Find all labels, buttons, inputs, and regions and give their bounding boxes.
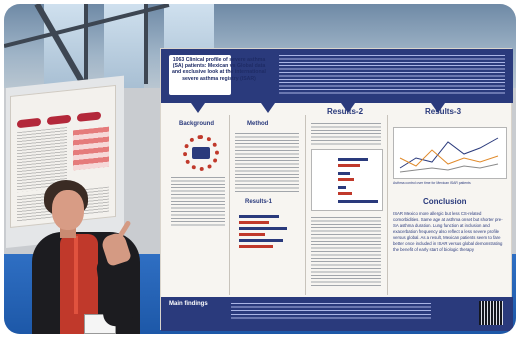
results-1-bar <box>239 227 287 230</box>
results-1-bar <box>239 233 265 236</box>
poster-header: 1063 Clinical profile of severe asthma (… <box>161 49 513 103</box>
conclusion-text: ISAR Mexico more allergic but less CS-re… <box>393 211 503 252</box>
section-results-2-heading: Results-2 <box>327 107 364 116</box>
section-results-1-heading: Results-1 <box>245 199 273 205</box>
results-1-bar <box>239 245 273 248</box>
results-1-bar <box>239 215 279 218</box>
poster-title-box <box>169 55 231 95</box>
results-3-series-line <box>399 137 499 169</box>
ceiling-beam <box>84 4 88 94</box>
background-figure-ring <box>183 135 219 171</box>
qr-code <box>479 301 503 325</box>
results-3-series-line <box>399 163 499 173</box>
presenter-lanyard <box>74 236 78 314</box>
section-chevron <box>431 103 445 113</box>
main-findings-text <box>231 303 431 319</box>
results-3-line-chart-svg <box>399 137 499 173</box>
main-findings-label: Main findings <box>169 301 208 307</box>
results-2-bar <box>338 192 352 195</box>
results-2-chart <box>311 149 383 211</box>
section-method-heading: Method <box>247 121 269 127</box>
section-chevron <box>341 103 355 113</box>
poster-left-heading-pill <box>77 111 101 122</box>
results-3-chart-caption: Asthma control over time for Mexican ISA… <box>393 181 471 185</box>
results-3-series-line <box>399 149 499 167</box>
section-chevron <box>191 103 205 113</box>
poster-title: 1063 Clinical profile of severe asthma (… <box>172 57 266 82</box>
results-3-line-chart <box>393 127 507 179</box>
poster-left-heading-pill <box>17 117 41 129</box>
results-2-bar <box>338 158 368 161</box>
column-divider <box>229 115 230 295</box>
results-2-bar <box>338 186 346 189</box>
results-2-text <box>311 123 381 145</box>
author-lines <box>279 55 505 95</box>
results-1-bar <box>239 221 269 224</box>
results-2-bar <box>338 200 378 203</box>
background-figure-center <box>192 147 210 159</box>
section-results-3-heading: Results-3 <box>425 107 462 116</box>
section-conclusion-heading: Conclusion <box>423 197 467 206</box>
poster-left-heading-pill <box>47 114 71 126</box>
results-1-bar <box>239 239 283 242</box>
poster-left-title <box>15 92 113 102</box>
section-chevron <box>261 103 275 113</box>
column-divider <box>305 115 306 295</box>
results-2-bar <box>338 164 360 167</box>
presenter-face <box>52 190 84 230</box>
background-text <box>171 177 225 227</box>
results-2-bar <box>338 172 350 175</box>
column-divider <box>387 115 388 295</box>
ceiling-beam <box>144 4 148 84</box>
poster-left-table <box>73 126 109 171</box>
photo: 1063 Clinical profile of severe asthma (… <box>4 4 516 334</box>
section-background-heading: Background <box>179 121 215 127</box>
results-2-text <box>311 217 381 287</box>
poster-main: 1063 Clinical profile of severe asthma (… <box>160 48 513 331</box>
method-text <box>235 133 299 193</box>
results-2-bar <box>338 178 354 181</box>
